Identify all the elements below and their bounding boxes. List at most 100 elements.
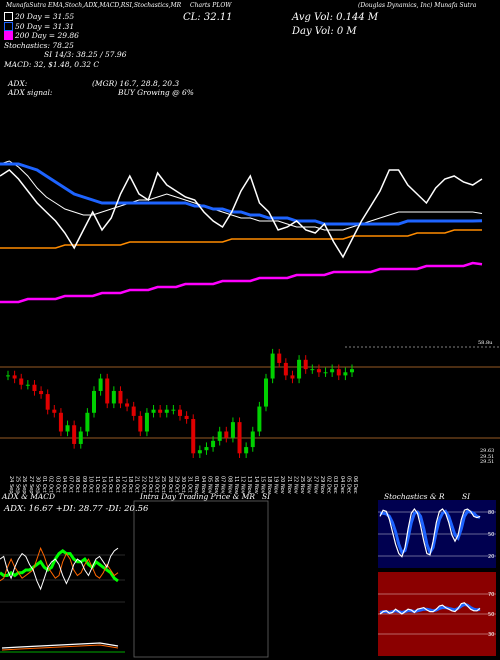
date-tick-label: 08 Oct bbox=[74, 476, 80, 493]
date-tick-label: 15 Oct bbox=[107, 476, 113, 493]
avg-vol-label: Avg Vol: 0.144 M bbox=[292, 12, 379, 23]
date-tick-label: 26 Sep bbox=[21, 476, 27, 493]
candle-body bbox=[303, 359, 308, 370]
header-right: (Douglas Dynamics, Inc) Munafa Sutra bbox=[358, 2, 477, 9]
candle-body bbox=[164, 409, 169, 413]
date-tick-label: 10 Oct bbox=[87, 476, 93, 493]
legend-block: 20 Day = 31.55 50 Day = 31.31 200 Day = … bbox=[4, 12, 126, 69]
date-tick-label: 22 Nov bbox=[292, 476, 298, 494]
candle-body bbox=[191, 419, 196, 454]
candle-body bbox=[39, 390, 44, 395]
legend-200day: 200 Day = 29.86 bbox=[4, 31, 126, 41]
date-tick-label: 19 Nov bbox=[273, 476, 279, 494]
macd-line bbox=[1, 642, 119, 649]
candle-body bbox=[297, 359, 302, 379]
candle-body bbox=[270, 353, 275, 379]
candle-body bbox=[197, 450, 202, 454]
macd-signal-line bbox=[1, 644, 119, 651]
header-middle: Charts PLOW bbox=[190, 2, 232, 9]
date-tick-label: 06 Dec bbox=[352, 476, 358, 494]
rsi-panel: 70 50 30 bbox=[378, 572, 496, 656]
candle-body bbox=[111, 390, 116, 404]
date-tick-label: 23 Oct bbox=[147, 476, 153, 493]
ema-series-line bbox=[0, 261, 483, 304]
candle-body bbox=[283, 362, 288, 376]
candle-body bbox=[336, 369, 341, 376]
candle-body bbox=[277, 353, 282, 363]
date-tick-label: 11 Oct bbox=[94, 476, 100, 493]
date-tick-label: 03 Oct bbox=[54, 476, 60, 493]
rsi-tick-label: 50 bbox=[488, 612, 494, 618]
candle-body bbox=[244, 447, 249, 454]
intraday-panel-title: Intra Day Trading Price & MR bbox=[140, 492, 256, 501]
candle-body bbox=[118, 390, 123, 404]
candle-body bbox=[330, 369, 335, 373]
date-tick-label: 13 Nov bbox=[246, 476, 252, 494]
date-tick-label: 24 Sep bbox=[8, 476, 14, 493]
date-tick-label: 12 Nov bbox=[240, 476, 246, 494]
candle-body bbox=[257, 406, 262, 432]
legend-50day-text: 50 Day = 31.31 bbox=[15, 21, 75, 31]
stoch-panel-title: Stochastics & R bbox=[384, 492, 445, 501]
ema-series-line bbox=[0, 162, 483, 226]
candle-body bbox=[171, 409, 176, 411]
date-tick-label: 18 Nov bbox=[266, 476, 272, 494]
date-tick-label: 29 Nov bbox=[319, 476, 325, 494]
header-left: MunafaSutra EMA,Stoch,ADX,MACD,RSI,Stoch… bbox=[6, 2, 182, 9]
level-label-1: 29.63 bbox=[480, 448, 495, 454]
candle-body bbox=[6, 375, 10, 377]
date-tick-label: 05 Nov bbox=[206, 476, 212, 494]
candle-body bbox=[151, 409, 156, 413]
candle-body bbox=[52, 409, 57, 413]
candle-body bbox=[58, 412, 63, 432]
date-tick-label: 15 Nov bbox=[259, 476, 265, 494]
candle-body bbox=[217, 431, 222, 441]
date-tick-label: 22 Oct bbox=[140, 476, 146, 493]
candle-body bbox=[92, 390, 96, 413]
date-tick-label: 01 Oct bbox=[41, 476, 47, 493]
date-tick-label: 03 Dec bbox=[332, 476, 338, 494]
stoch-panel: 80 50 20 bbox=[378, 500, 496, 568]
candle-panel bbox=[0, 346, 500, 458]
date-tick-label: 21 Oct bbox=[134, 476, 140, 493]
candle-body bbox=[204, 447, 209, 451]
candle-body bbox=[32, 384, 37, 391]
candle-body bbox=[45, 394, 50, 410]
date-tick-label: 18 Oct bbox=[127, 476, 133, 493]
candle-body bbox=[250, 431, 255, 448]
candle-body bbox=[323, 372, 328, 374]
date-tick-label: 30 Oct bbox=[180, 476, 186, 493]
date-tick-label: 07 Nov bbox=[220, 476, 226, 494]
date-tick-label: 07 Oct bbox=[68, 476, 74, 493]
adx-values: (MGR) 16.7, 28.8, 20.3 bbox=[92, 79, 180, 88]
candle-body bbox=[138, 415, 143, 432]
intraday-panel bbox=[133, 500, 269, 658]
candle-body bbox=[144, 412, 149, 432]
adx-signal-value: BUY Growing @ 6% bbox=[118, 88, 194, 97]
legend-20day: 20 Day = 31.55 bbox=[4, 12, 126, 22]
legend-20day-text: 20 Day = 31.55 bbox=[15, 12, 75, 21]
candle-body bbox=[290, 375, 295, 379]
date-tick-label: 25 Nov bbox=[299, 476, 305, 494]
candle-body bbox=[237, 422, 242, 454]
date-tick-label: 01 Nov bbox=[193, 476, 199, 494]
date-tick-label: 20 Nov bbox=[279, 476, 285, 494]
candle-body bbox=[343, 372, 348, 376]
stoch-panel-subtitle: SI bbox=[462, 492, 471, 501]
candle-body bbox=[105, 378, 110, 404]
candle-body bbox=[65, 425, 70, 432]
si-text: SI 14/3: 38.25 / 57.96 bbox=[44, 50, 127, 59]
date-tick-label: 31 Oct bbox=[187, 476, 193, 493]
date-tick-label: 14 Nov bbox=[253, 476, 259, 494]
candle-body bbox=[224, 431, 229, 438]
candle-body bbox=[72, 425, 77, 444]
level-label-3: 29.51 bbox=[480, 459, 495, 465]
date-tick-label: 25 Sep bbox=[15, 476, 21, 493]
date-tick-label: 17 Oct bbox=[120, 476, 126, 493]
candle-body bbox=[211, 440, 216, 448]
date-tick-label: 29 Oct bbox=[173, 476, 179, 493]
level-label-2: 29.51 bbox=[480, 454, 495, 460]
candle-body bbox=[85, 412, 90, 432]
stoch-series-line bbox=[379, 507, 481, 558]
